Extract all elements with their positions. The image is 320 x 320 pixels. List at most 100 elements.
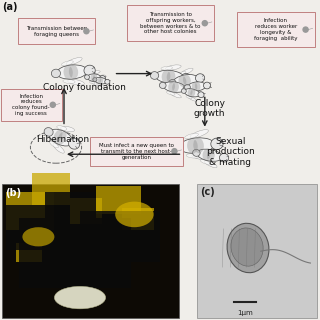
- Ellipse shape: [173, 75, 198, 87]
- Ellipse shape: [183, 85, 191, 93]
- Ellipse shape: [53, 130, 62, 143]
- Ellipse shape: [162, 70, 170, 83]
- Ellipse shape: [95, 77, 107, 84]
- Text: Hibernation: Hibernation: [36, 135, 89, 144]
- FancyBboxPatch shape: [237, 12, 315, 47]
- Text: 1μm: 1μm: [237, 310, 253, 316]
- Ellipse shape: [186, 96, 192, 99]
- Ellipse shape: [188, 82, 206, 91]
- Ellipse shape: [92, 71, 100, 74]
- Text: Transmission to
offspring workers,
between workers & to
other host colonies: Transmission to offspring workers, betwe…: [140, 12, 201, 34]
- Ellipse shape: [98, 76, 102, 77]
- Ellipse shape: [227, 223, 269, 273]
- Ellipse shape: [90, 72, 96, 74]
- Ellipse shape: [93, 78, 97, 82]
- Ellipse shape: [150, 72, 159, 79]
- Text: Sexual
production
& mating: Sexual production & mating: [206, 137, 255, 167]
- Circle shape: [50, 102, 55, 108]
- Ellipse shape: [196, 74, 205, 83]
- Ellipse shape: [159, 82, 166, 89]
- Circle shape: [172, 148, 177, 154]
- Ellipse shape: [91, 74, 95, 81]
- Ellipse shape: [207, 145, 220, 149]
- Text: Infection
reduces
colony found-
ing success: Infection reduces colony found- ing succ…: [12, 93, 50, 116]
- Ellipse shape: [211, 138, 223, 149]
- Ellipse shape: [115, 202, 154, 227]
- Circle shape: [303, 27, 308, 32]
- Ellipse shape: [183, 75, 191, 86]
- Bar: [2, 184, 179, 318]
- Ellipse shape: [66, 58, 82, 65]
- Text: Colony foundation: Colony foundation: [44, 83, 126, 92]
- FancyBboxPatch shape: [18, 18, 95, 44]
- Ellipse shape: [193, 77, 203, 82]
- Ellipse shape: [165, 65, 181, 70]
- Ellipse shape: [172, 82, 179, 92]
- Ellipse shape: [84, 75, 90, 79]
- Ellipse shape: [188, 86, 194, 89]
- Ellipse shape: [179, 138, 214, 153]
- Text: Transmission between
foraging queens: Transmission between foraging queens: [26, 26, 87, 36]
- Ellipse shape: [61, 61, 73, 66]
- Bar: [122, 208, 154, 230]
- Ellipse shape: [188, 96, 196, 101]
- Text: Infection
reduces worker
longevity &
foraging  ability: Infection reduces worker longevity & for…: [254, 19, 298, 41]
- Ellipse shape: [184, 89, 200, 97]
- Ellipse shape: [190, 130, 208, 138]
- Bar: [45, 192, 96, 218]
- Bar: [32, 173, 70, 205]
- Bar: [96, 186, 141, 214]
- Ellipse shape: [64, 65, 73, 79]
- Ellipse shape: [231, 228, 263, 266]
- Ellipse shape: [203, 146, 213, 149]
- Ellipse shape: [22, 227, 54, 246]
- Ellipse shape: [181, 74, 191, 83]
- Ellipse shape: [173, 143, 183, 152]
- Ellipse shape: [170, 92, 181, 98]
- Text: (a): (a): [3, 2, 18, 12]
- Ellipse shape: [192, 154, 211, 160]
- Bar: [19, 218, 131, 288]
- Ellipse shape: [193, 138, 204, 153]
- Ellipse shape: [84, 65, 95, 76]
- Ellipse shape: [100, 75, 106, 77]
- FancyBboxPatch shape: [127, 5, 214, 41]
- Ellipse shape: [176, 72, 186, 76]
- Text: Must infect a new queen to
transmit to the next host-
generation: Must infect a new queen to transmit to t…: [99, 143, 174, 159]
- Ellipse shape: [90, 81, 95, 84]
- Bar: [70, 198, 102, 224]
- Ellipse shape: [204, 161, 217, 168]
- Ellipse shape: [93, 74, 97, 82]
- Bar: [80, 211, 160, 262]
- Ellipse shape: [169, 79, 176, 86]
- Ellipse shape: [190, 89, 195, 97]
- Ellipse shape: [172, 78, 184, 82]
- Ellipse shape: [50, 141, 58, 148]
- Ellipse shape: [181, 89, 186, 93]
- Bar: [6, 192, 54, 230]
- Text: Colony
growth: Colony growth: [194, 99, 225, 118]
- Ellipse shape: [204, 82, 211, 89]
- Ellipse shape: [105, 79, 110, 84]
- Ellipse shape: [96, 83, 101, 86]
- Ellipse shape: [195, 82, 200, 91]
- Ellipse shape: [57, 65, 87, 79]
- Ellipse shape: [197, 149, 222, 161]
- Ellipse shape: [220, 153, 229, 162]
- Ellipse shape: [163, 82, 186, 92]
- Text: (b): (b): [5, 188, 21, 198]
- Ellipse shape: [167, 70, 175, 83]
- Ellipse shape: [198, 92, 204, 98]
- Ellipse shape: [187, 138, 198, 154]
- Ellipse shape: [160, 83, 171, 87]
- Circle shape: [84, 28, 89, 34]
- Ellipse shape: [57, 126, 67, 130]
- Ellipse shape: [155, 70, 184, 83]
- FancyBboxPatch shape: [1, 89, 62, 121]
- Ellipse shape: [203, 149, 210, 160]
- Ellipse shape: [87, 74, 101, 82]
- Ellipse shape: [51, 69, 60, 78]
- Ellipse shape: [44, 128, 53, 136]
- Ellipse shape: [188, 89, 193, 96]
- Circle shape: [202, 20, 207, 26]
